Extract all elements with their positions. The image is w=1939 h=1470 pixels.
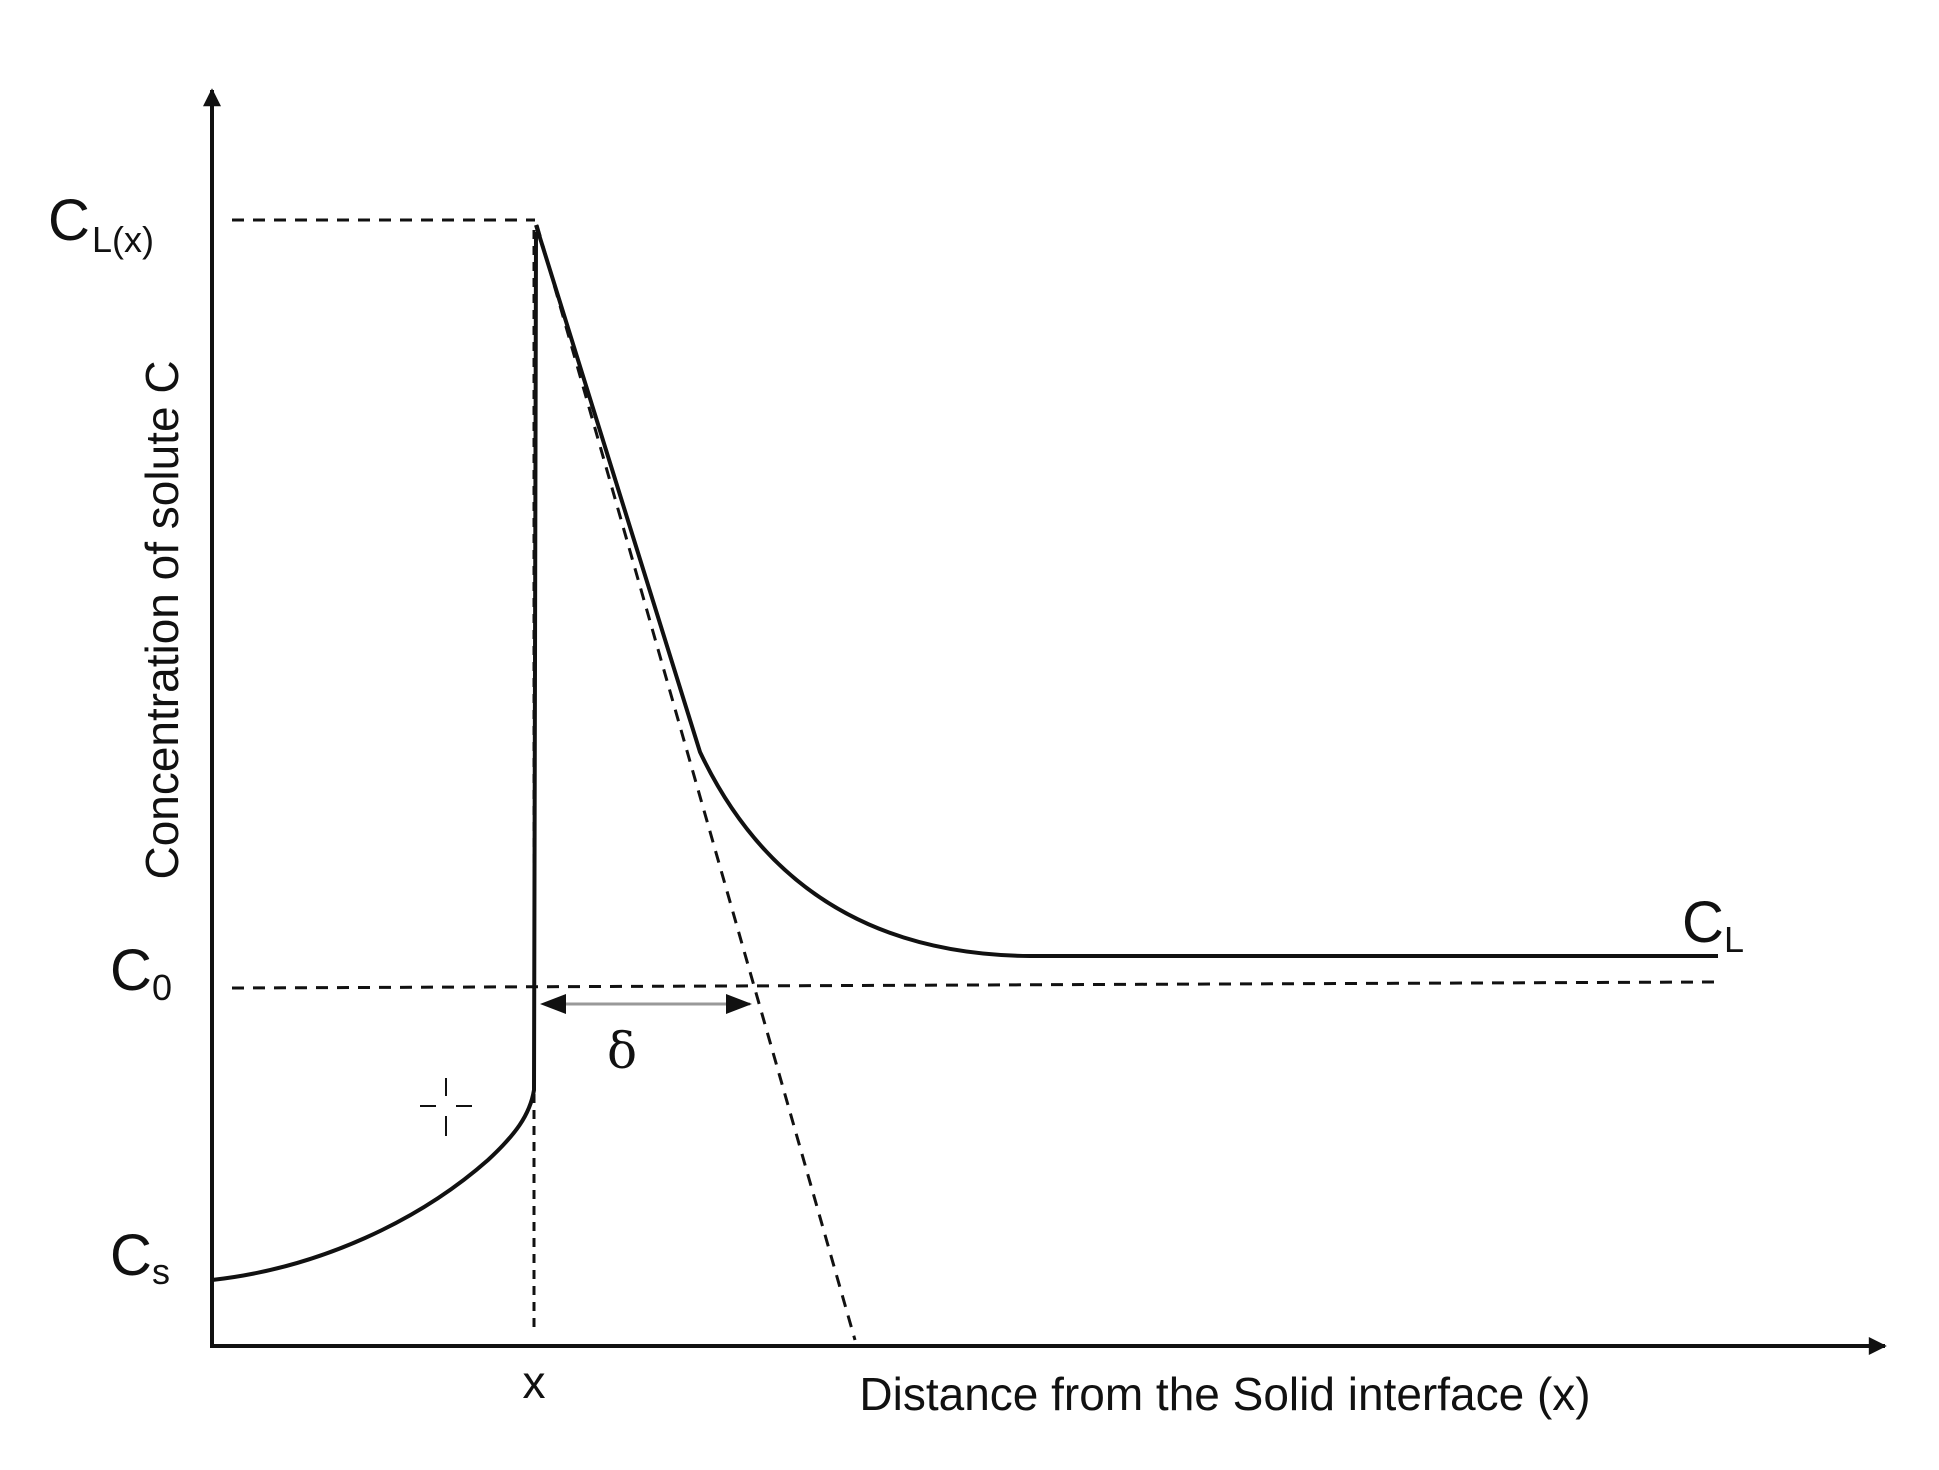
cs-label-main: C (110, 1223, 152, 1288)
cs-label: C s (110, 1223, 170, 1292)
c0-label-main: C (110, 938, 152, 1003)
cl-x-label-sub: L(x) (92, 219, 154, 260)
cl-label-sub: L (1724, 919, 1744, 960)
c0-reference-line (231, 980, 1716, 990)
c0-label-sub: 0 (152, 967, 172, 1008)
delta-arrow-right-head (726, 994, 752, 1014)
cs-label-sub: s (152, 1251, 170, 1292)
cl-x-label: C L(x) (48, 188, 154, 260)
delta-arrow-left-head (540, 994, 566, 1014)
cl-x-label-main: C (48, 188, 90, 253)
solid-concentration-curve (211, 231, 538, 1282)
x-tick-label: x (523, 1356, 546, 1408)
c0-label: C 0 (110, 938, 172, 1008)
delta-label: δ (607, 1022, 637, 1080)
tangent-dashed-line (535, 224, 857, 1341)
cl-label-main: C (1682, 890, 1724, 955)
crosshair-icon (420, 1078, 472, 1136)
liquid-concentration-curve (534, 224, 1718, 958)
y-axis-label: Concentration of solute C (136, 360, 188, 879)
x-axis-label: Distance from the Solid interface (x) (859, 1368, 1590, 1420)
cl-label: C L (1682, 890, 1744, 960)
